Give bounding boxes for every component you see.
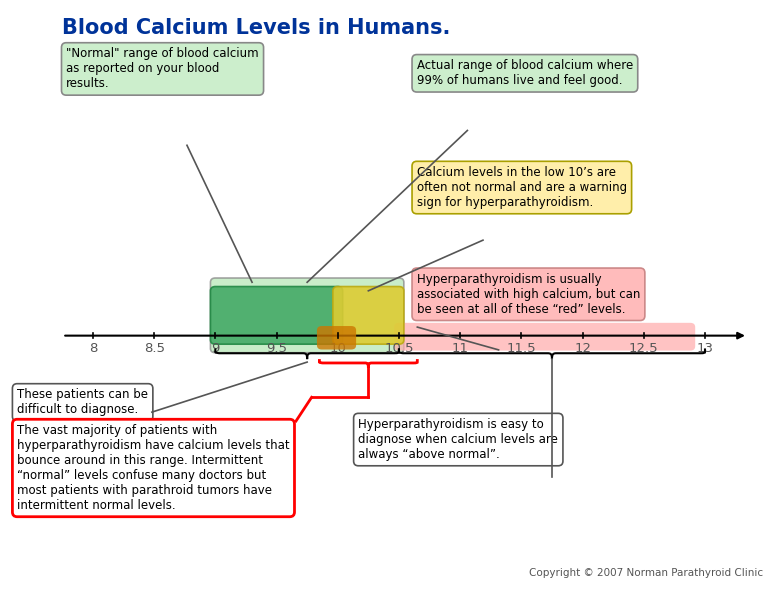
FancyBboxPatch shape <box>210 286 343 344</box>
Text: Actual range of blood calcium where
99% of humans live and feel good.: Actual range of blood calcium where 99% … <box>417 59 633 87</box>
Text: 8.5: 8.5 <box>143 342 164 355</box>
Text: "Normal" range of blood calcium
as reported on your blood
results.: "Normal" range of blood calcium as repor… <box>66 47 259 91</box>
Text: 12: 12 <box>574 342 591 355</box>
Text: The vast majority of patients with
hyperparathyroidism have calcium levels that
: The vast majority of patients with hyper… <box>17 424 290 512</box>
Text: 8: 8 <box>89 342 97 355</box>
Text: Hyperparathyroidism is usually
associated with high calcium, but can
be seen at : Hyperparathyroidism is usually associate… <box>417 273 640 316</box>
Text: 11: 11 <box>452 342 469 355</box>
FancyBboxPatch shape <box>317 326 356 349</box>
Text: 11.5: 11.5 <box>506 342 536 355</box>
Text: 13: 13 <box>696 342 714 355</box>
FancyBboxPatch shape <box>210 278 404 353</box>
FancyBboxPatch shape <box>394 323 695 350</box>
Text: 10.5: 10.5 <box>384 342 414 355</box>
Text: 10: 10 <box>330 342 346 355</box>
Text: 9: 9 <box>211 342 220 355</box>
Text: Hyperparathyroidism is easy to
diagnose when calcium levels are
always “above no: Hyperparathyroidism is easy to diagnose … <box>358 418 559 461</box>
Text: Copyright © 2007 Norman Parathyroid Clinic: Copyright © 2007 Norman Parathyroid Clin… <box>529 568 763 578</box>
Text: Calcium levels in the low 10’s are
often not normal and are a warning
sign for h: Calcium levels in the low 10’s are often… <box>417 166 627 209</box>
Text: Blood Calcium Levels in Humans.: Blood Calcium Levels in Humans. <box>62 18 451 38</box>
FancyBboxPatch shape <box>333 286 404 344</box>
Text: These patients can be
difficult to diagnose.: These patients can be difficult to diagn… <box>17 388 148 416</box>
Text: 9.5: 9.5 <box>266 342 287 355</box>
Text: 12.5: 12.5 <box>629 342 658 355</box>
